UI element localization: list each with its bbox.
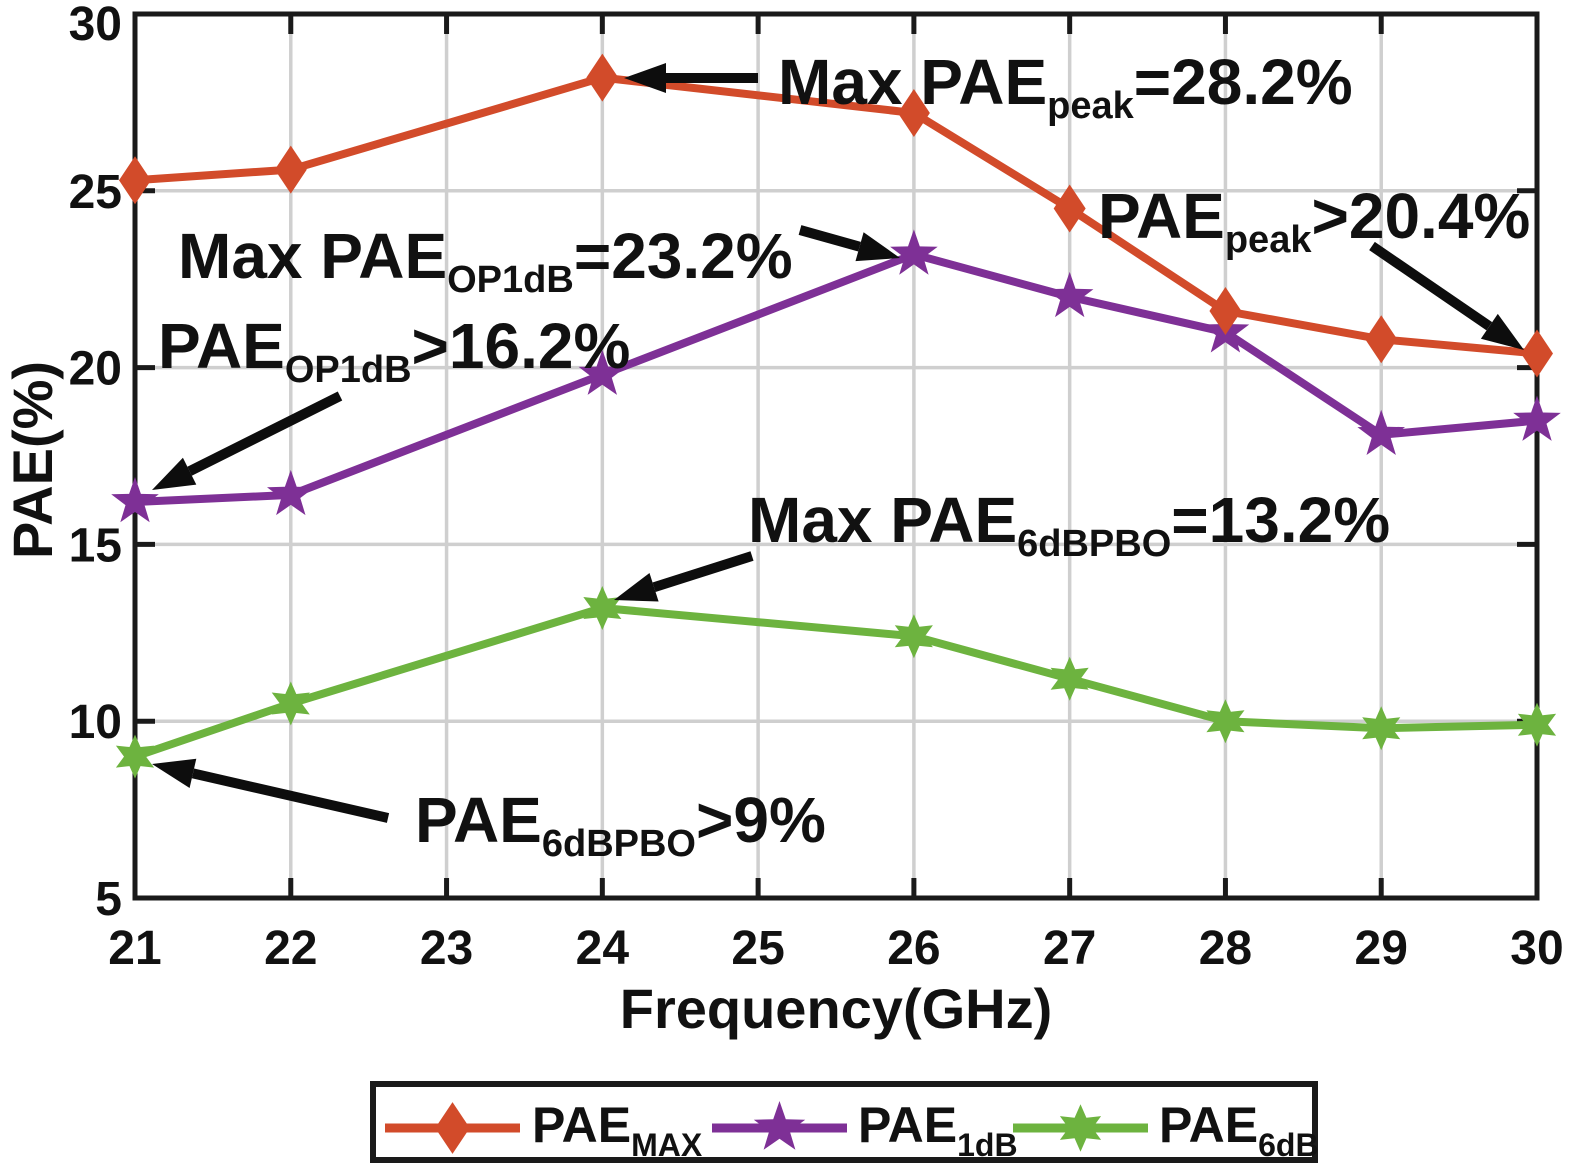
star5-marker — [1513, 395, 1561, 441]
star5-marker — [1045, 271, 1094, 318]
annotation-text: PAEpeak>20.4% — [1098, 180, 1530, 261]
legend-item-pae6db: PAE6dB — [1013, 1097, 1319, 1163]
series-pae1db-line — [134, 250, 1538, 506]
diamond-marker — [1209, 287, 1242, 336]
x-axis-title: Frequency(GHz) — [620, 977, 1053, 1040]
annotation-max-pae-6dbpbo: Max PAE6dBPBO=13.2% — [614, 484, 1390, 602]
diamond-marker — [1053, 184, 1086, 233]
diamond-marker — [1521, 329, 1553, 378]
annotation-text: PAEOP1dB>16.2% — [158, 310, 630, 391]
annotation-arrow-shaft — [798, 225, 861, 252]
legend: PAEMAX PAE1dB PAE6dB — [370, 1081, 1319, 1163]
legend-star5-marker — [753, 1101, 806, 1150]
star6-marker — [583, 586, 622, 630]
star5-marker — [1357, 409, 1405, 455]
y-axis-title: PAE(%) — [1, 361, 64, 559]
star6-marker — [1362, 706, 1401, 751]
annotation-arrow-head — [152, 457, 197, 490]
star5-marker — [890, 229, 938, 275]
diamond-marker — [274, 145, 307, 194]
legend-item-paemax: PAEMAX — [385, 1097, 703, 1163]
diamond-marker — [897, 89, 930, 138]
series-paemax-line — [134, 73, 1538, 358]
annotation-arrow-head — [624, 63, 666, 93]
annotation-max-pae-op1db: Max PAEOP1dB=23.2% — [178, 220, 900, 301]
legend-star6-marker — [1059, 1104, 1102, 1152]
x-tick-label: 29 — [1355, 922, 1408, 975]
annotation-pae-op1db-bw: PAEOP1dB>16.2% — [152, 310, 630, 490]
legend-item-pae1db: PAE1dB — [712, 1097, 1018, 1163]
annotation-text: PAE6dBPBO>9% — [415, 784, 826, 865]
annotation-arrow-head — [614, 573, 659, 602]
x-tick-label: 22 — [264, 922, 317, 975]
x-tick-label: 23 — [420, 922, 473, 975]
annotation-max-pae-peak: Max PAEpeak=28.2% — [624, 46, 1353, 127]
legend-label: PAE1dB — [858, 1097, 1018, 1163]
annotation-arrow-head — [1480, 313, 1524, 350]
legend-label: PAEMAX — [532, 1097, 703, 1163]
star6-marker — [271, 681, 310, 726]
grid-layer — [135, 14, 1537, 898]
y-tick-label: 20 — [69, 343, 122, 396]
star6-marker — [115, 734, 155, 779]
annotation-layer: Max PAEpeak=28.2% PAEpeak>20.4% Max PAEOP1… — [152, 46, 1530, 865]
series-pae6db-line — [133, 604, 1538, 761]
y-tick-label: 10 — [69, 696, 122, 749]
star5-marker — [578, 349, 627, 395]
tick-label-layer: 21 22 23 24 25 26 27 28 29 30 5 10 15 20 25 30 — [69, 0, 1564, 975]
star6-marker — [1050, 656, 1089, 701]
star6-marker — [1517, 702, 1557, 747]
y-tick-label: 25 — [69, 166, 122, 219]
annotation-arrow-head — [152, 758, 197, 788]
x-tick-label: 21 — [108, 922, 161, 975]
annotation-text: Max PAEpeak=28.2% — [778, 46, 1353, 127]
y-tick-label: 15 — [69, 519, 122, 572]
star6-marker — [894, 614, 933, 659]
x-tick-label: 28 — [1199, 922, 1252, 975]
legend-label: PAE6dB — [1159, 1097, 1319, 1163]
diamond-marker — [1365, 315, 1398, 364]
star6-marker — [1206, 699, 1245, 744]
legend-diamond-marker — [435, 1102, 470, 1154]
annotation-text: Max PAEOP1dB=23.2% — [178, 220, 793, 301]
legend-box — [370, 1081, 1318, 1163]
annotation-pae-peak-bw: PAEpeak>20.4% — [1098, 180, 1530, 350]
plot-border — [132, 11, 1540, 901]
y-tick-label: 5 — [95, 873, 122, 926]
x-tick-label: 24 — [576, 922, 630, 975]
x-tick-label: 30 — [1510, 922, 1563, 975]
annotation-arrow-shaft — [187, 391, 343, 476]
diamond-marker — [119, 156, 151, 205]
star5-marker — [267, 469, 315, 516]
x-tick-label: 25 — [731, 922, 784, 975]
annotation-arrow-head — [855, 232, 900, 262]
tick-layer — [132, 11, 1540, 901]
annotation-arrow-shaft — [191, 768, 390, 823]
series-paemax — [119, 53, 1553, 378]
annotation-text: Max PAE6dBPBO=13.2% — [748, 484, 1390, 565]
diamond-marker — [586, 53, 619, 102]
series-layer — [111, 53, 1561, 779]
x-tick-label: 26 — [887, 922, 940, 975]
star5-marker — [111, 477, 159, 523]
x-tick-label: 27 — [1043, 922, 1096, 975]
annotation-arrow-shaft — [652, 551, 754, 593]
series-pae6db — [115, 586, 1557, 779]
annotation-arrow-shaft — [1369, 241, 1493, 331]
y-tick-label: 30 — [69, 0, 122, 51]
annotation-pae-6dbpbo-bw: PAE6dBPBO>9% — [152, 758, 826, 865]
